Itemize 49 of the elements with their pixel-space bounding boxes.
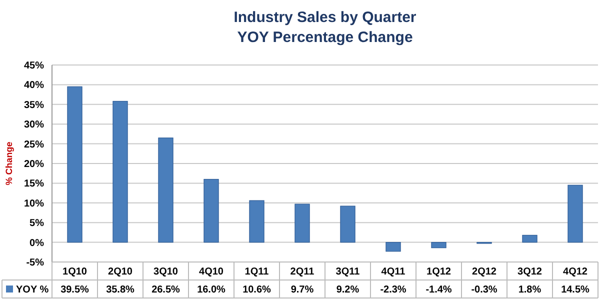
data-label: 9.2% [336,284,360,296]
x-tick-label: 1Q10 [62,266,88,278]
x-tick-label: 1Q11 [244,266,270,278]
x-tick-label: 4Q10 [199,266,224,278]
data-label: 9.7% [290,284,314,296]
bar [431,242,446,248]
y-tick-label: 45% [24,60,44,72]
y-tick-label: 5% [30,218,44,230]
data-label: 1.8% [518,284,542,296]
x-tick-label: 4Q11 [381,266,406,278]
x-tick-label: 3Q11 [336,266,360,278]
y-tick-label: 25% [24,139,44,150]
x-tick-label: 2Q12 [472,266,497,278]
data-label: -0.3% [471,284,498,296]
x-tick-label: 4Q12 [563,266,588,278]
y-tick-label: 0% [30,238,44,249]
bar [568,184,583,243]
y-tick-label: 40% [24,80,44,92]
y-axis-title: % Change [4,142,14,186]
bar [112,100,128,243]
chart-title: Industry Sales by Quarter YOY Percentage Change [234,9,416,46]
data-label: 35.8% [106,284,135,296]
bar [340,206,356,243]
bar [67,86,82,243]
data-label: 16.0% [197,284,226,296]
y-tick-label: 35% [24,100,44,111]
legend-label: YOY % [16,284,49,296]
bar [204,178,219,243]
data-label: -1.4% [426,284,452,296]
bar [158,138,174,243]
bar [386,242,401,252]
data-label: -2.3% [380,284,406,296]
y-tick-label: 10% [24,198,44,210]
bar [522,234,538,243]
y-tick-label: 20% [24,159,44,170]
y-tick-label: 30% [24,120,44,131]
bar [294,204,310,243]
x-tick-label: 1Q12 [426,266,452,278]
y-tick-label: 15% [24,178,44,190]
data-label: 10.6% [242,284,272,296]
data-label: 39.5% [60,284,90,296]
bar [249,200,264,243]
x-tick-label: 2Q10 [108,266,133,278]
x-tick-label: 3Q12 [518,266,542,278]
x-tick-label: 3Q10 [154,266,178,278]
x-tick-label: 2Q11 [290,266,315,278]
y-tick-label: -5% [26,258,44,268]
data-label: 26.5% [152,284,180,296]
data-label: 14.5% [561,284,590,296]
